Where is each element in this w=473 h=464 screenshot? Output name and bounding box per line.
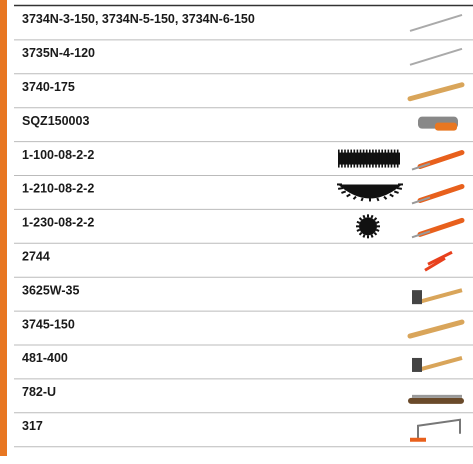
part-number: 3745-150: [22, 317, 75, 331]
tool-icon: [411, 230, 431, 239]
comb-tooth: [370, 214, 374, 219]
comb-tooth: [341, 149, 343, 168]
comb-tooth: [341, 190, 347, 194]
tool-icon: [424, 250, 453, 272]
comb-tooth: [373, 217, 378, 221]
tool-icon: [407, 82, 465, 102]
tool-icon: [338, 149, 465, 171]
comb-tooth: [356, 149, 359, 168]
comb-tooth: [338, 149, 340, 168]
comb-tooth: [356, 220, 361, 224]
comb-tooth: [362, 214, 366, 219]
tool-icon: [407, 319, 465, 339]
side-bar: [0, 0, 7, 456]
tool-icon: [356, 214, 465, 239]
part-number: 3735N-4-120: [22, 46, 95, 60]
part-number: 481-400: [22, 351, 68, 365]
tool-icon: [409, 47, 463, 66]
tool-icon: [412, 290, 422, 305]
comb-tooth: [359, 149, 362, 168]
part-number: 1-230-08-2-2: [22, 216, 94, 230]
tool-icon: [409, 13, 463, 32]
comb-tooth: [396, 149, 399, 168]
comb-tooth: [387, 149, 390, 168]
part-number: 3740-175: [22, 80, 75, 94]
tool-icon: [412, 357, 422, 372]
comb-tooth: [381, 149, 383, 168]
comb-tooth: [356, 228, 361, 232]
tool-icon: [409, 47, 463, 66]
comb-tooth: [375, 149, 377, 168]
comb-tooth: [384, 149, 387, 168]
comb-tooth: [378, 149, 380, 168]
comb-tooth: [376, 197, 380, 202]
part-number: 2744: [22, 250, 50, 264]
comb-tooth: [383, 195, 388, 200]
part-number: 1-100-08-2-2: [22, 148, 94, 162]
comb-tooth: [362, 234, 366, 238]
part-number: 3625W-35: [22, 283, 79, 297]
part-number: 317: [22, 419, 43, 433]
part-number: 1-210-08-2-2: [22, 182, 94, 196]
comb-tooth: [396, 187, 403, 190]
tool-icon: [410, 418, 461, 442]
comb-tooth: [373, 232, 378, 236]
comb-tooth: [393, 149, 396, 168]
tool-icon: [337, 183, 465, 205]
tool-icon: [417, 418, 461, 440]
comb-tooth: [358, 217, 363, 221]
comb-tooth: [372, 149, 374, 168]
tool-icon: [435, 122, 457, 131]
comb-tooth: [375, 220, 380, 224]
comb-tooth: [346, 193, 351, 198]
comb-tooth: [375, 228, 380, 232]
comb-tooth: [358, 232, 363, 236]
comb-tooth: [393, 190, 399, 194]
comb-tooth: [360, 197, 364, 202]
tool-icon: [411, 162, 431, 171]
tool-icon: [407, 319, 465, 339]
tool-icon: [412, 356, 463, 372]
tool-icon: [424, 250, 453, 272]
comb-profile: [359, 217, 377, 236]
comb-tooth: [352, 195, 357, 200]
comb-tooth: [362, 149, 365, 168]
part-number: 3734N-3-150, 3734N-5-150, 3734N-6-150: [22, 12, 255, 26]
tool-icon: [409, 13, 463, 32]
comb-tooth: [370, 234, 374, 238]
tool-icon: [417, 356, 463, 372]
tool-icon: [411, 196, 431, 205]
tool-icon: [417, 288, 463, 305]
tool-icon: [412, 394, 462, 398]
comb-tooth: [350, 149, 352, 168]
comb-tooth: [353, 149, 356, 168]
comb-profile: [338, 184, 402, 199]
comb-tooth: [365, 149, 368, 168]
part-number: SQZ150003: [22, 114, 89, 128]
comb-tooth: [337, 187, 344, 190]
comb-tooth: [390, 149, 393, 168]
comb-tooth: [344, 149, 346, 168]
tool-icon: [412, 288, 463, 305]
tool-icon: [408, 397, 464, 404]
tool-icon: [407, 82, 465, 102]
tool-icon: [418, 116, 458, 131]
comb-tooth: [369, 149, 371, 168]
comb-tooth: [389, 193, 394, 198]
comb-tooth: [347, 149, 349, 168]
tool-icon: [408, 394, 464, 404]
part-number: 782-U: [22, 385, 56, 399]
